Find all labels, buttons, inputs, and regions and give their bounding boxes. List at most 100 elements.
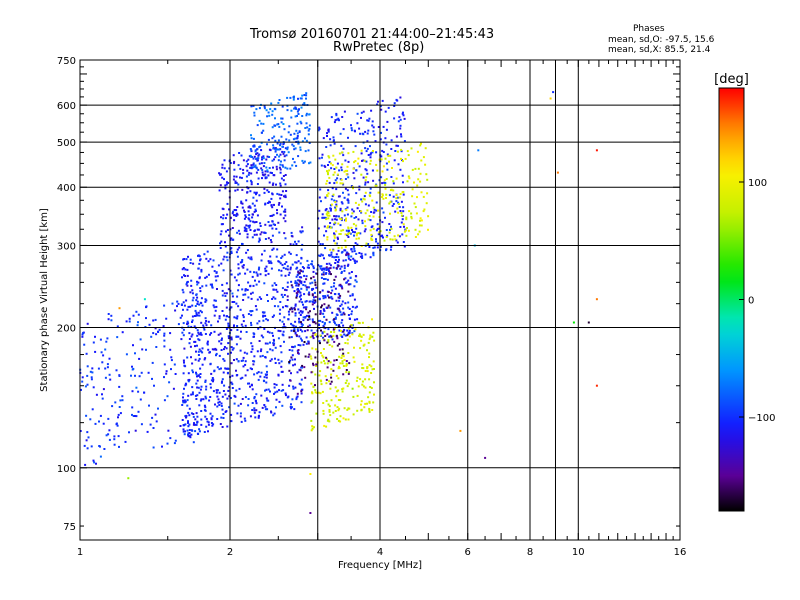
echo-point (181, 288, 184, 291)
echo-point (371, 368, 374, 371)
echo-point (237, 284, 240, 287)
echo-point (193, 340, 196, 343)
echo-point (254, 149, 257, 152)
echo-point (115, 423, 118, 426)
echo-point (306, 318, 309, 321)
echo-point (191, 391, 194, 394)
echo-point (281, 150, 284, 153)
echo-point (334, 201, 337, 203)
echo-point (273, 412, 276, 415)
echo-point (388, 202, 391, 205)
echo-point (266, 170, 269, 173)
echo-point (106, 363, 109, 366)
echo-point (255, 167, 258, 170)
echo-point (198, 428, 201, 431)
echo-point (335, 203, 338, 206)
echo-point (281, 145, 284, 148)
echo-point (286, 146, 289, 149)
echo-point (350, 324, 353, 327)
echo-point (368, 401, 371, 404)
echo-point (356, 394, 359, 397)
echo-point (294, 304, 297, 307)
echo-point (221, 337, 223, 340)
echo-point (323, 360, 325, 362)
echo-point (289, 405, 292, 408)
echo-point (227, 324, 230, 327)
echo-point (181, 276, 183, 279)
echo-point (350, 226, 353, 229)
y-tick-label: 500 (57, 138, 76, 149)
echo-point (288, 369, 291, 372)
echo-point (278, 312, 281, 315)
echo-point (355, 224, 358, 227)
echo-point (298, 131, 301, 133)
echo-point (256, 274, 259, 277)
echo-point (295, 267, 298, 270)
echo-point (221, 223, 224, 226)
echo-point (345, 369, 348, 371)
echo-point (245, 331, 248, 333)
echo-point (345, 252, 348, 255)
echo-point (185, 283, 188, 286)
echo-point (200, 418, 203, 421)
echo-point (364, 212, 367, 215)
echo-point (400, 133, 402, 136)
echo-point (362, 197, 365, 200)
echo-point (301, 323, 304, 326)
echo-point (403, 140, 406, 143)
echo-point (322, 336, 325, 339)
echo-point (241, 259, 244, 261)
echo-point (357, 203, 360, 206)
echo-point (139, 398, 142, 401)
echo-point (296, 328, 299, 331)
echo-point (416, 184, 419, 187)
echo-point (218, 391, 221, 394)
echo-point (343, 110, 346, 113)
echo-point (221, 310, 224, 312)
echo-point (339, 182, 342, 185)
echo-point (367, 396, 370, 399)
echo-point (347, 352, 350, 354)
echo-point (343, 278, 346, 281)
echo-point (192, 262, 195, 265)
echo-point (358, 335, 361, 337)
echo-point (323, 323, 326, 326)
y-tick-label: 75 (63, 522, 76, 533)
echo-point (322, 273, 325, 276)
echo-point (205, 385, 208, 388)
echo-point (419, 144, 422, 147)
echo-point (225, 230, 227, 233)
echo-point (242, 365, 245, 368)
echo-point (361, 383, 364, 386)
echo-point (250, 183, 253, 186)
echo-point (284, 208, 287, 211)
echo-point (269, 348, 272, 351)
echo-point (344, 342, 347, 344)
echo-point (379, 105, 382, 108)
echo-point (300, 122, 303, 125)
echo-point (269, 390, 271, 393)
echo-point (396, 196, 399, 199)
echo-point (341, 163, 344, 166)
echo-point (244, 272, 247, 275)
echo-point (401, 191, 404, 194)
echo-point (301, 115, 304, 117)
echo-point (314, 391, 317, 394)
echo-point (315, 391, 318, 394)
echo-point (297, 283, 300, 286)
echo-point (271, 172, 273, 174)
echo-point (169, 437, 172, 440)
echo-point (295, 275, 298, 278)
echo-point (292, 145, 295, 148)
echo-point (318, 128, 321, 130)
echo-point (230, 346, 233, 349)
echo-point (275, 168, 278, 171)
echo-point (406, 150, 409, 153)
echo-point (239, 337, 242, 340)
echo-point (281, 320, 284, 323)
echo-point (301, 301, 304, 304)
echo-point (279, 182, 282, 185)
echo-point (295, 284, 298, 287)
echo-point (218, 189, 221, 192)
echo-point (402, 193, 405, 196)
